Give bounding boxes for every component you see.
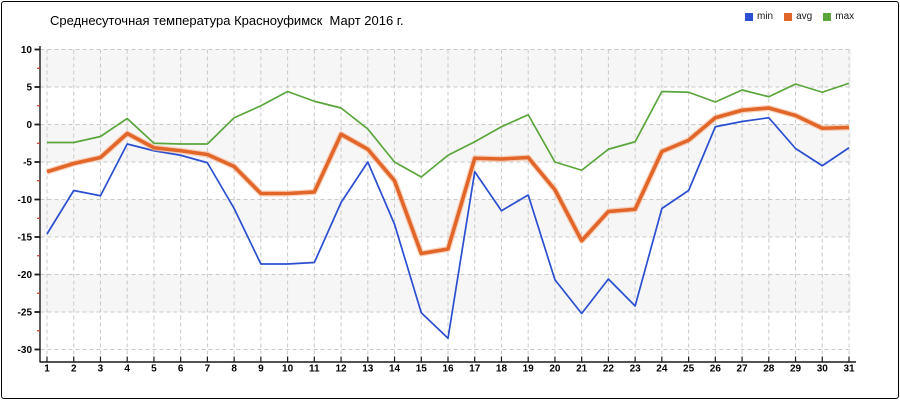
svg-text:15: 15 (416, 364, 428, 375)
svg-text:14: 14 (389, 364, 401, 375)
horizontal-gridlines (40, 49, 851, 350)
svg-text:-5: -5 (23, 158, 32, 169)
svg-text:5: 5 (151, 364, 157, 375)
plot-bands (40, 49, 851, 312)
svg-text:0: 0 (26, 120, 32, 131)
max-series-swatch-icon (823, 12, 832, 21)
svg-text:13: 13 (362, 364, 374, 375)
svg-text:30: 30 (817, 364, 829, 375)
min-series-swatch-icon (745, 12, 753, 21)
svg-text:3: 3 (98, 364, 104, 375)
avg-series-swatch-icon (784, 12, 793, 21)
svg-text:23: 23 (630, 364, 642, 375)
x-axis-ticks (46, 356, 850, 362)
y-axis-minor-ticks (37, 67, 40, 332)
svg-text:10: 10 (21, 45, 33, 56)
svg-text:31: 31 (843, 364, 855, 375)
legend-item-max: max (823, 11, 854, 22)
min-line (46, 116, 850, 340)
vertical-gridlines (46, 49, 850, 362)
svg-text:6: 6 (178, 364, 184, 375)
svg-text:10: 10 (282, 364, 294, 375)
svg-text:17: 17 (469, 364, 481, 375)
legend-label-avg: avg (796, 11, 813, 22)
svg-text:18: 18 (496, 364, 508, 375)
svg-text:29: 29 (790, 364, 802, 375)
svg-text:-20: -20 (18, 270, 33, 281)
svg-text:-30: -30 (18, 345, 33, 356)
svg-text:5: 5 (26, 83, 32, 94)
svg-text:-10: -10 (18, 195, 33, 206)
svg-text:24: 24 (656, 364, 668, 375)
chart-title: Среднесуточная температура Красноуфимск … (50, 13, 404, 28)
svg-text:27: 27 (737, 364, 749, 375)
svg-text:-25: -25 (18, 308, 33, 319)
avg-line (46, 106, 850, 256)
svg-text:12: 12 (336, 364, 348, 375)
svg-text:2: 2 (71, 364, 77, 375)
svg-text:28: 28 (763, 364, 775, 375)
svg-text:26: 26 (710, 364, 722, 375)
svg-text:4: 4 (124, 364, 130, 375)
svg-text:20: 20 (549, 364, 561, 375)
y-axis-ticks (34, 48, 40, 351)
svg-text:7: 7 (205, 364, 211, 375)
legend-label-min: min (757, 11, 774, 22)
svg-text:19: 19 (523, 364, 535, 375)
max-line (47, 82, 850, 178)
svg-text:-15: -15 (18, 233, 33, 244)
svg-text:21: 21 (576, 364, 588, 375)
svg-text:1: 1 (44, 364, 50, 375)
svg-text:16: 16 (442, 364, 454, 375)
y-axis-labels: 10 5 0 -5 -10 -15 -20 -25 -30 (18, 45, 33, 356)
svg-text:11: 11 (309, 364, 320, 375)
svg-text:25: 25 (683, 364, 695, 375)
legend-label-max: max (835, 11, 855, 22)
svg-text:9: 9 (258, 364, 264, 375)
legend-item-min: min (745, 11, 773, 22)
legend-item-avg: avg (784, 11, 812, 22)
x-axis-labels: 1 2 3 4 5 6 7 8 9 10 11 12 13 14 15 16 17 18 19 20 21 22 23 24 2… (44, 364, 855, 375)
series-lines (46, 82, 850, 340)
legend: min avg max (745, 11, 854, 22)
svg-text:22: 22 (603, 364, 615, 375)
svg-text:8: 8 (231, 364, 237, 375)
